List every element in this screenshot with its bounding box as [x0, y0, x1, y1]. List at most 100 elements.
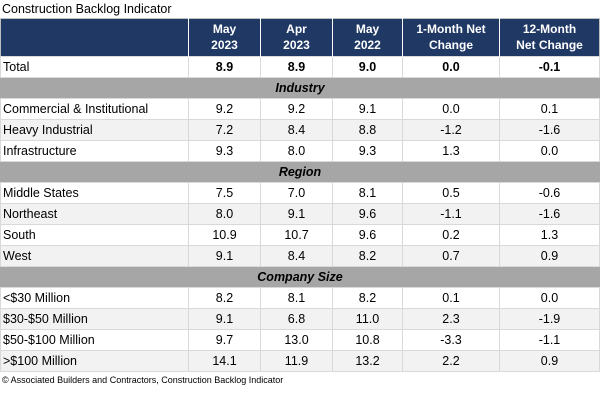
row-label: >$100 Million — [0, 350, 189, 373]
table-row-total: Total 8.9 8.9 9.0 0.0 -0.1 — [0, 56, 600, 79]
cell-value: 10.9 — [188, 224, 261, 247]
row-label: Northeast — [0, 203, 189, 226]
table-row-30-50-million: $30-$50 Million 9.1 6.8 11.0 2.3 -1.9 — [0, 308, 600, 331]
cell-value: 0.9 — [499, 350, 600, 373]
row-label: Middle States — [0, 182, 189, 205]
cell-value: 9.3 — [332, 140, 403, 163]
cell-value: 9.6 — [332, 203, 403, 226]
cell-value: 9.0 — [332, 56, 403, 79]
cell-value: -0.6 — [499, 182, 600, 205]
cell-value: 0.9 — [499, 245, 600, 268]
column-header-may-2023: May 2023 — [188, 18, 261, 57]
cell-value: 0.0 — [402, 56, 500, 79]
cell-value: 1.3 — [499, 224, 600, 247]
table-row-northeast: Northeast 8.0 9.1 9.6 -1.1 -1.6 — [0, 203, 600, 226]
cell-value: 0.1 — [499, 98, 600, 121]
row-label: Heavy Industrial — [0, 119, 189, 142]
cell-value: 8.0 — [188, 203, 261, 226]
cell-value: 8.1 — [260, 287, 333, 310]
cell-value: -1.1 — [402, 203, 500, 226]
column-header-may-2022: May 2022 — [332, 18, 403, 57]
cell-value: 2.2 — [402, 350, 500, 373]
row-label: Infrastructure — [0, 140, 189, 163]
cell-value: 1.3 — [402, 140, 500, 163]
cell-value: 8.2 — [188, 287, 261, 310]
table-row-commercial-institutional: Commercial & Institutional 9.2 9.2 9.1 0… — [0, 98, 600, 121]
cell-value: -1.6 — [499, 203, 600, 226]
section-band-company-size: Company Size — [0, 266, 600, 289]
cell-value: 7.2 — [188, 119, 261, 142]
cell-value: 9.1 — [188, 308, 261, 331]
column-header-12-month-net-change: 12-Month Net Change — [499, 18, 600, 57]
page-title: Construction Backlog Indicator — [2, 2, 172, 16]
table-row-50-100-million: $50-$100 Million 9.7 13.0 10.8 -3.3 -1.1 — [0, 329, 600, 352]
row-label: Total — [0, 56, 189, 79]
cell-value: 8.4 — [260, 245, 333, 268]
cell-value: 8.4 — [260, 119, 333, 142]
row-label: South — [0, 224, 189, 247]
cell-value: 13.2 — [332, 350, 403, 373]
cell-value: 0.5 — [402, 182, 500, 205]
backlog-table: May 2023 Apr 2023 May 2022 1-Month Net C… — [0, 18, 600, 373]
cell-value: 8.2 — [332, 245, 403, 268]
section-title: Region — [0, 161, 600, 184]
cell-value: 0.7 — [402, 245, 500, 268]
section-band-region: Region — [0, 161, 600, 184]
cell-value: 10.7 — [260, 224, 333, 247]
cell-value: 7.0 — [260, 182, 333, 205]
cell-value: 0.0 — [402, 98, 500, 121]
section-title: Industry — [0, 77, 600, 100]
cell-value: 9.7 — [188, 329, 261, 352]
row-label: <$30 Million — [0, 287, 189, 310]
cell-value: 9.1 — [188, 245, 261, 268]
table-row-heavy-industrial: Heavy Industrial 7.2 8.4 8.8 -1.2 -1.6 — [0, 119, 600, 142]
cell-value: 9.6 — [332, 224, 403, 247]
section-title: Company Size — [0, 266, 600, 289]
cell-value: 9.3 — [188, 140, 261, 163]
header-row: May 2023 Apr 2023 May 2022 1-Month Net C… — [0, 18, 600, 57]
cell-value: 6.8 — [260, 308, 333, 331]
cell-value: 7.5 — [188, 182, 261, 205]
cell-value: 8.9 — [188, 56, 261, 79]
cell-value: 11.9 — [260, 350, 333, 373]
cell-value: -1.1 — [499, 329, 600, 352]
copyright-note: © Associated Builders and Contractors, C… — [2, 375, 284, 386]
cell-value: 13.0 — [260, 329, 333, 352]
table-row-under-30-million: <$30 Million 8.2 8.1 8.2 0.1 0.0 — [0, 287, 600, 310]
cell-value: 8.2 — [332, 287, 403, 310]
column-header-1-month-net-change: 1-Month Net Change — [402, 18, 500, 57]
cell-value: -1.9 — [499, 308, 600, 331]
row-label: $50-$100 Million — [0, 329, 189, 352]
cell-value: 10.8 — [332, 329, 403, 352]
cell-value: -1.6 — [499, 119, 600, 142]
cell-value: 9.1 — [260, 203, 333, 226]
column-header-apr-2023: Apr 2023 — [260, 18, 333, 57]
table-row-south: South 10.9 10.7 9.6 0.2 1.3 — [0, 224, 600, 247]
table-row-infrastructure: Infrastructure 9.3 8.0 9.3 1.3 0.0 — [0, 140, 600, 163]
cell-value: 8.8 — [332, 119, 403, 142]
cell-value: 9.2 — [188, 98, 261, 121]
header-corner-cell — [0, 18, 189, 57]
row-label: West — [0, 245, 189, 268]
cell-value: -1.2 — [402, 119, 500, 142]
cell-value: 0.2 — [402, 224, 500, 247]
table-row-west: West 9.1 8.4 8.2 0.7 0.9 — [0, 245, 600, 268]
cell-value: 8.0 — [260, 140, 333, 163]
cell-value: 9.1 — [332, 98, 403, 121]
cell-value: 8.1 — [332, 182, 403, 205]
cell-value: 0.1 — [402, 287, 500, 310]
cell-value: 11.0 — [332, 308, 403, 331]
table-row-middle-states: Middle States 7.5 7.0 8.1 0.5 -0.6 — [0, 182, 600, 205]
table-row-over-100-million: >$100 Million 14.1 11.9 13.2 2.2 0.9 — [0, 350, 600, 373]
cell-value: 14.1 — [188, 350, 261, 373]
row-label: $30-$50 Million — [0, 308, 189, 331]
cell-value: 8.9 — [260, 56, 333, 79]
section-band-industry: Industry — [0, 77, 600, 100]
cell-value: 9.2 — [260, 98, 333, 121]
row-label: Commercial & Institutional — [0, 98, 189, 121]
cell-value: 0.0 — [499, 140, 600, 163]
cell-value: 0.0 — [499, 287, 600, 310]
cell-value: -3.3 — [402, 329, 500, 352]
cell-value: -0.1 — [499, 56, 600, 79]
cell-value: 2.3 — [402, 308, 500, 331]
